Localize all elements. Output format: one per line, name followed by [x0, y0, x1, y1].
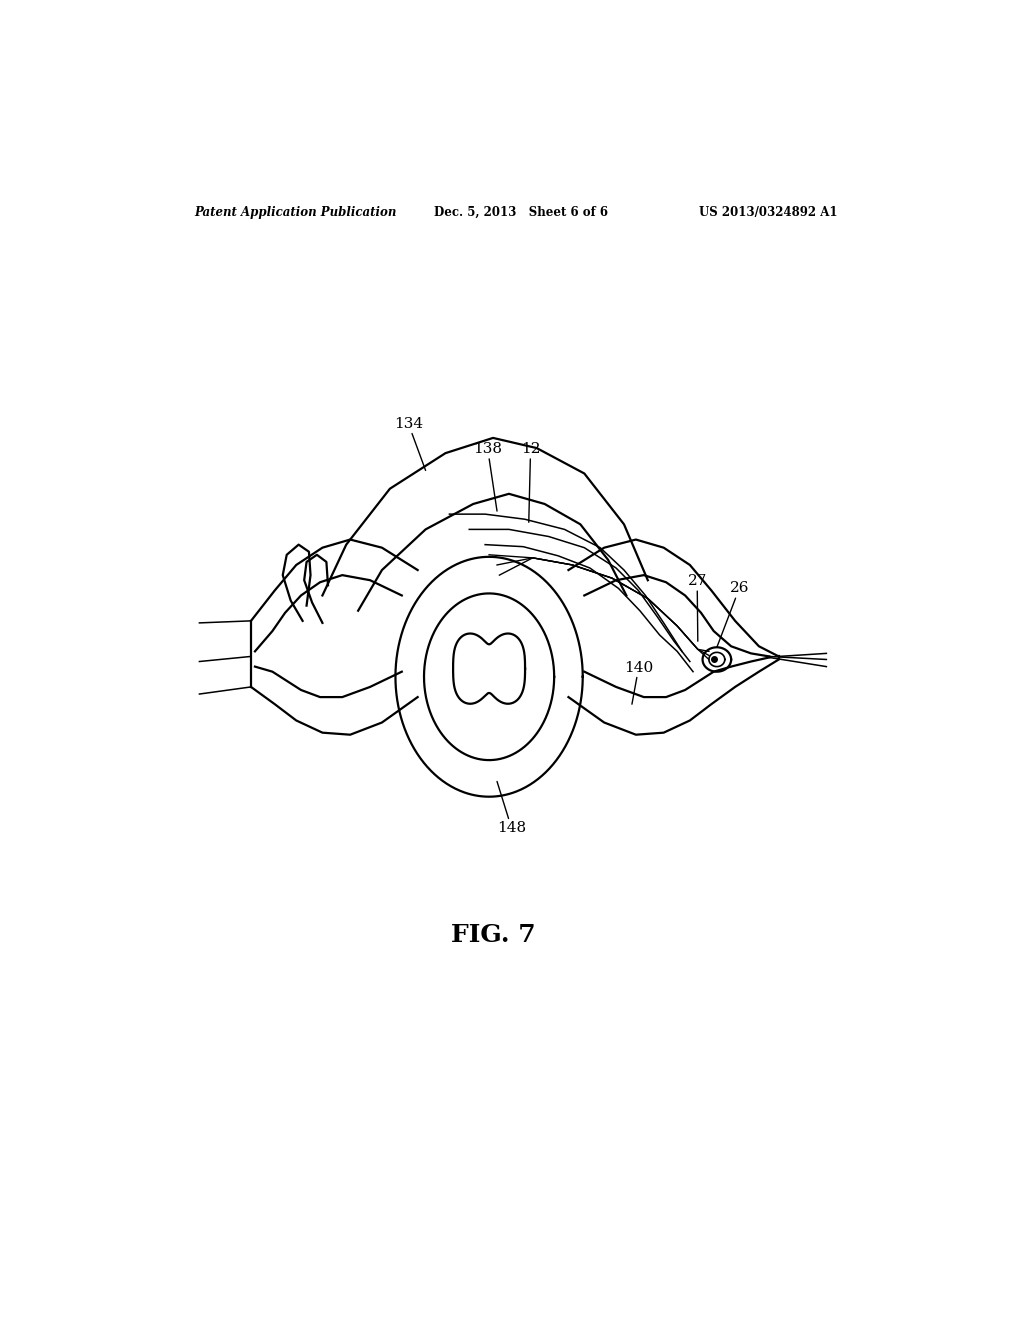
Text: 27: 27 [687, 574, 707, 642]
Text: Dec. 5, 2013   Sheet 6 of 6: Dec. 5, 2013 Sheet 6 of 6 [433, 206, 607, 219]
Text: 140: 140 [624, 661, 653, 704]
Text: 138: 138 [473, 442, 502, 511]
Text: US 2013/0324892 A1: US 2013/0324892 A1 [699, 206, 838, 219]
Text: 12: 12 [521, 442, 541, 523]
Text: Patent Application Publication: Patent Application Publication [194, 206, 396, 219]
Text: 134: 134 [394, 417, 426, 470]
Text: 148: 148 [497, 781, 526, 836]
Text: 26: 26 [717, 581, 749, 647]
Text: FIG. 7: FIG. 7 [451, 923, 536, 946]
